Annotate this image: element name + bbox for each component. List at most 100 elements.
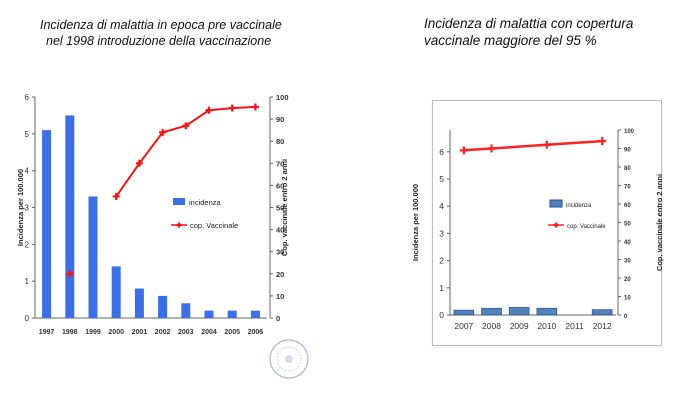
legend-bar-swatch — [549, 199, 563, 208]
incidence-bar — [181, 303, 191, 318]
incidence-bar — [250, 310, 260, 318]
left-title-line-2: nel 1998 introduzione della vaccinazione — [46, 33, 272, 48]
y2-tick-label: 80 — [624, 166, 631, 172]
y2-tick-label: 30 — [276, 248, 284, 257]
coverage-marker — [112, 192, 120, 200]
legend-bar-label: incidenza — [566, 203, 592, 209]
x-tick-label: 2012 — [593, 321, 612, 331]
incidence-bar — [481, 307, 502, 316]
y2-tick-label: 30 — [624, 259, 631, 265]
coverage-line — [115, 105, 256, 197]
watermark-stamp — [269, 339, 309, 379]
coverage-marker — [66, 270, 74, 278]
coverage-marker — [205, 106, 213, 114]
coverage-marker — [228, 104, 236, 112]
right-title-line-1: Incidenza di malattia con copertura — [424, 16, 634, 31]
y-tick-label: 0 — [25, 314, 30, 323]
x-tick-label: 2001 — [132, 329, 148, 336]
incidence-bar — [134, 288, 144, 318]
y2-tick-label: 20 — [276, 270, 284, 279]
legend-line-marker — [553, 222, 559, 228]
y-tick-label: 2 — [25, 240, 30, 249]
y-axis-title: Incidenza per 100.000 — [411, 184, 420, 261]
y-tick-label: 3 — [25, 204, 30, 213]
incidence-bar — [227, 310, 237, 318]
y2-tick-label: 70 — [624, 185, 631, 191]
coverage-marker — [459, 146, 468, 155]
legend-line-marker — [176, 222, 182, 228]
incidence-bar — [204, 310, 214, 318]
y-tick-label: 4 — [25, 167, 30, 176]
incidence-bar — [536, 307, 558, 316]
incidence-bar — [158, 295, 168, 318]
left-title-line-1: Incidenza di malattia in epoca pre vacci… — [40, 18, 282, 32]
x-tick-label: 2007 — [454, 321, 473, 331]
right-title-line-2: vaccinale maggiore del 95 % — [424, 32, 597, 48]
coverage-marker — [487, 144, 496, 153]
y-axis-title: Incidenza per 100.000 — [16, 169, 25, 246]
coverage-line — [463, 139, 603, 152]
x-tick-label: 2000 — [108, 329, 124, 336]
x-tick-label: 1998 — [62, 329, 78, 336]
y2-tick-label: 20 — [624, 277, 631, 283]
x-tick-label: 1997 — [39, 329, 55, 336]
x-tick-label: 2009 — [510, 321, 529, 331]
y2-tick-label: 10 — [276, 292, 284, 301]
x-tick-label: 2005 — [224, 329, 240, 336]
y2-tick-label: 60 — [624, 203, 631, 209]
y-tick-label: 4 — [439, 201, 444, 211]
coverage-marker — [542, 140, 551, 149]
y2-tick-label: 40 — [624, 240, 631, 246]
y-tick-label: 0 — [439, 310, 444, 320]
y-tick-label: 1 — [25, 277, 30, 286]
x-tick-label: 2002 — [155, 329, 171, 336]
x-tick-label: 2010 — [537, 321, 556, 331]
incidence-bar — [453, 309, 475, 316]
left-chart-title: Incidenza di malattia in epoca pre vacci… — [40, 18, 320, 49]
coverage-marker — [159, 128, 167, 136]
incidence-bar — [88, 196, 98, 318]
y-tick-label: 6 — [25, 93, 30, 102]
y-tick-label: 3 — [439, 228, 444, 238]
coverage-marker — [182, 122, 190, 130]
y2-tick-label: 0 — [276, 314, 280, 323]
y-tick-label: 1 — [439, 283, 444, 293]
y2-tick-label: 60 — [276, 181, 284, 190]
coverage-marker — [598, 137, 607, 146]
incidence-bar — [42, 130, 52, 318]
y2-tick-label: 90 — [276, 115, 284, 124]
incidence-bar — [508, 307, 530, 316]
y2-tick-label: 80 — [276, 137, 284, 146]
incidence-bar — [591, 309, 613, 316]
y2-tick-label: 10 — [624, 296, 631, 302]
y2-tick-label: 100 — [276, 93, 289, 102]
legend-line-label: cop. Vaccinale — [567, 224, 606, 230]
incidence-bar — [65, 115, 75, 318]
coverage-marker — [135, 159, 143, 167]
x-tick-label: 1999 — [85, 329, 101, 336]
x-tick-label: 2006 — [248, 329, 264, 336]
right-chart-title: Incidenza di malattia con copertura vacc… — [424, 16, 674, 50]
y2-tick-label: 70 — [276, 159, 284, 168]
y2-axis-title: Cop. vaccinale entro 2 anni — [655, 174, 664, 271]
x-tick-label: 2003 — [178, 329, 194, 336]
y-tick-label: 6 — [439, 147, 444, 157]
incidence-bar — [111, 266, 121, 318]
y2-tick-label: 50 — [624, 222, 631, 228]
y-tick-label: 2 — [439, 256, 444, 266]
y-tick-label: 5 — [25, 130, 30, 139]
x-tick-label: 2011 — [565, 321, 584, 331]
legend-bar-label: incidenza — [189, 198, 222, 207]
y2-tick-label: 100 — [624, 129, 635, 135]
y2-axis-title: Cop. vaccinale entro 2 anni — [280, 159, 289, 256]
y2-tick-label: 50 — [276, 204, 284, 213]
legend-line-label: cop. Vaccinale — [190, 221, 238, 230]
y2-tick-label: 40 — [276, 226, 284, 235]
y2-tick-label: 90 — [624, 148, 631, 154]
y2-tick-label: 0 — [624, 314, 628, 320]
y-tick-label: 5 — [439, 174, 444, 184]
legend-bar-swatch — [173, 198, 185, 205]
coverage-marker — [251, 103, 259, 111]
